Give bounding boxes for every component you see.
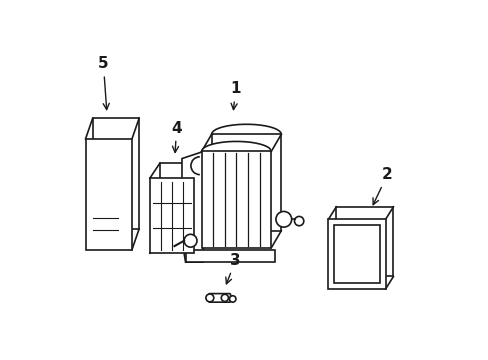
Polygon shape	[336, 207, 393, 276]
Text: 2: 2	[372, 167, 392, 205]
Polygon shape	[85, 139, 132, 249]
Circle shape	[184, 234, 197, 247]
Circle shape	[205, 294, 213, 302]
Polygon shape	[333, 225, 379, 283]
Polygon shape	[328, 219, 385, 289]
Polygon shape	[182, 152, 203, 262]
Polygon shape	[93, 118, 139, 229]
Text: 1: 1	[230, 81, 240, 109]
FancyBboxPatch shape	[208, 294, 230, 302]
Polygon shape	[185, 249, 274, 262]
Polygon shape	[201, 152, 271, 248]
Circle shape	[275, 211, 291, 227]
Polygon shape	[211, 134, 281, 231]
Text: 3: 3	[225, 253, 241, 284]
Polygon shape	[160, 163, 204, 238]
Text: 5: 5	[98, 57, 109, 109]
Circle shape	[294, 216, 303, 226]
Polygon shape	[149, 178, 194, 253]
Text: 4: 4	[171, 121, 182, 153]
Circle shape	[229, 296, 235, 302]
Circle shape	[221, 294, 228, 301]
